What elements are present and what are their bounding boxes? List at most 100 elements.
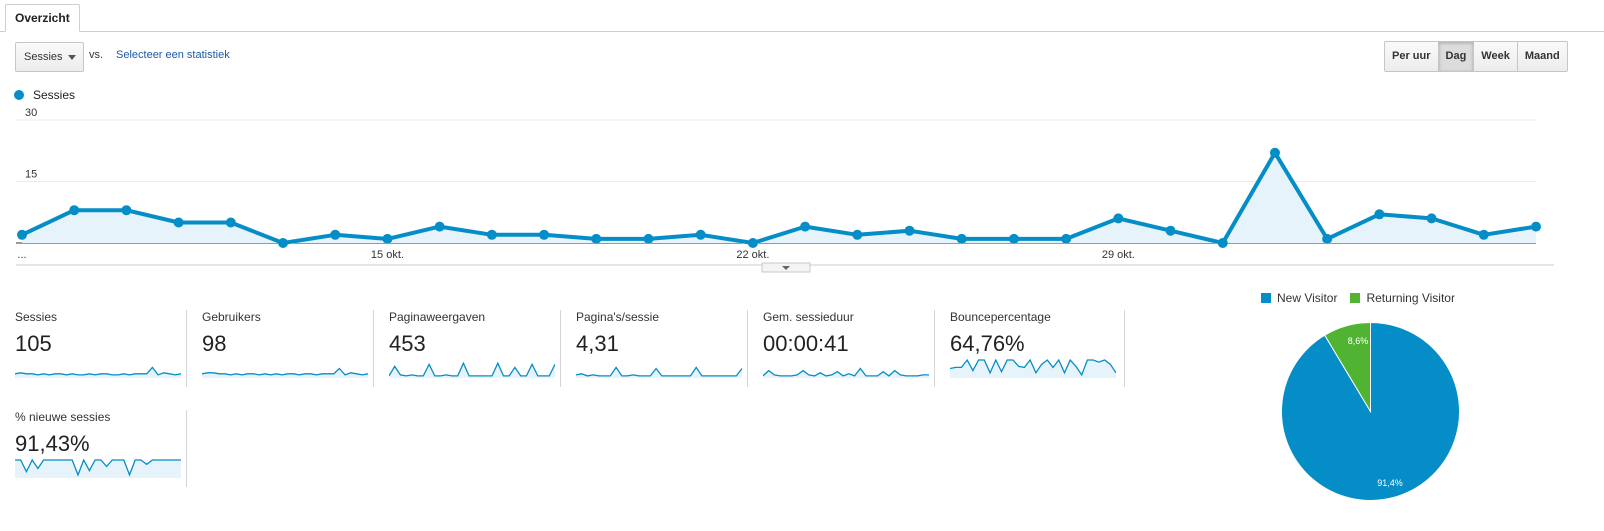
swatch-returning-visitor (1350, 293, 1361, 303)
sparkline-fill (389, 363, 555, 378)
chart-legend[interactable]: Sessies (14, 88, 75, 102)
chevron-down-icon (782, 266, 790, 270)
data-point[interactable] (330, 229, 341, 240)
data-point[interactable] (434, 221, 445, 232)
scorecard-label: Gem. sessieduur (763, 310, 854, 324)
data-point[interactable] (1061, 233, 1072, 244)
scorecard-label: Paginaweergaven (389, 310, 486, 324)
data-point[interactable] (643, 233, 654, 244)
scorecard-sparkline (15, 366, 181, 378)
data-point[interactable] (695, 229, 706, 240)
tab-bar: Overzicht (0, 0, 1604, 32)
x-tick-label: 22 okt. (736, 249, 769, 261)
pie-label-returning-visitor: 8,6% (1348, 336, 1369, 346)
sparkline-line (389, 361, 555, 377)
chart-series-line (21, 150, 1537, 245)
data-point[interactable] (800, 221, 811, 232)
scorecard-value: 98 (202, 331, 227, 356)
y-tick-label: 30 (25, 107, 37, 119)
vs-label: vs. (89, 49, 104, 61)
scorecard-sparkline (763, 367, 929, 378)
metric-select[interactable]: Sessies (15, 42, 84, 72)
sparkline-line (950, 358, 1116, 377)
scorecard-value: 105 (15, 331, 52, 356)
x-tick-label: 15 okt. (371, 249, 404, 261)
scorecard-label: % nieuwe sessies (15, 410, 111, 424)
scorecard-new-sessions-pct[interactable]: % nieuwe sessies 91,43% (0, 410, 187, 487)
scorecard-pages-per-session[interactable]: Pagina's/sessie 4,31 (561, 310, 748, 387)
data-point[interactable] (278, 238, 289, 248)
data-point[interactable] (1478, 229, 1489, 240)
data-point[interactable] (173, 217, 184, 228)
scorecard-sparkline (950, 358, 1116, 378)
scorecard-sessions[interactable]: Sessies 105 (0, 310, 187, 387)
period-day-button[interactable]: Dag (1437, 42, 1474, 71)
data-point[interactable] (1374, 209, 1385, 220)
x-tick-label: 29 okt. (1102, 249, 1135, 261)
legend-label-sessies: Sessies (33, 88, 76, 102)
period-toggle: Per uur Dag Week Maand (1384, 41, 1568, 72)
data-point[interactable] (382, 233, 393, 244)
data-point[interactable] (591, 233, 602, 244)
data-point[interactable] (1165, 225, 1176, 236)
data-point[interactable] (1217, 238, 1228, 248)
data-point[interactable] (1269, 147, 1280, 158)
data-point[interactable] (17, 229, 27, 240)
sessions-line-chart[interactable]: 30 15 ... 15 okt. 22 okt. 29 okt. (0, 105, 1604, 275)
scorecard-sparkline (15, 458, 181, 478)
sparkline-line (15, 366, 181, 376)
scorecard-value: 00:00:41 (763, 331, 849, 356)
y-tick-label: 15 (25, 169, 37, 181)
data-point[interactable] (852, 229, 863, 240)
pie-legend-item-new[interactable]: New Visitor (1261, 291, 1337, 305)
series-dot-icon (14, 90, 24, 100)
scorecard-users[interactable]: Gebruikers 98 (187, 310, 374, 387)
pie-label-new-visitor: 91,4% (1377, 478, 1403, 488)
scorecard-label: Bouncepercentage (950, 310, 1051, 324)
data-point[interactable] (1322, 233, 1333, 244)
data-point[interactable] (1008, 233, 1019, 244)
sparkline-line (15, 458, 181, 477)
scorecard-value: 64,76% (950, 331, 1025, 356)
period-month-button[interactable]: Maand (1516, 42, 1567, 71)
data-point[interactable] (486, 229, 497, 240)
sparkline-line (576, 366, 742, 377)
chevron-down-icon (68, 55, 76, 60)
scorecard-label: Sessies (15, 310, 58, 324)
data-point[interactable] (225, 217, 236, 228)
pie-legend: New Visitor Returning Visitor (1261, 291, 1468, 305)
scorecard-value: 453 (389, 331, 426, 356)
scorecard-pageviews[interactable]: Paginaweergaven 453 (374, 310, 561, 387)
period-hour-button[interactable]: Per uur (1385, 42, 1438, 71)
sparkline-line (763, 367, 929, 377)
compare-metric-link[interactable]: Selecteer een statistiek (116, 49, 230, 61)
x-tick-label: ... (17, 249, 26, 261)
data-point[interactable] (121, 205, 132, 216)
scorecard-sparkline (202, 367, 368, 378)
sparkline-line (202, 367, 368, 376)
visitor-type-pie-chart[interactable]: 91,4% 8,6% (1280, 321, 1461, 502)
data-point[interactable] (69, 205, 80, 216)
pie-slice-returning-visitor[interactable] (1324, 321, 1371, 414)
sparkline-fill (15, 367, 181, 378)
sparkline-fill (15, 460, 181, 478)
data-point[interactable] (1531, 221, 1541, 232)
data-point[interactable] (1113, 213, 1124, 224)
period-week-button[interactable]: Week (1473, 42, 1517, 71)
data-point[interactable] (1426, 213, 1437, 224)
scorecard-sparkline (389, 361, 555, 378)
data-point[interactable] (747, 238, 758, 248)
data-point[interactable] (956, 233, 967, 244)
scorecard-bounce-rate[interactable]: Bouncepercentage 64,76% (935, 310, 1125, 387)
swatch-new-visitor (1261, 293, 1271, 303)
pie-legend-label: New Visitor (1277, 291, 1338, 305)
data-point[interactable] (904, 225, 915, 236)
pie-legend-item-returning[interactable]: Returning Visitor (1350, 291, 1455, 305)
data-point[interactable] (539, 229, 550, 240)
scorecard-label: Gebruikers (202, 310, 261, 324)
sparkline-fill (202, 368, 368, 378)
scorecard-value: 91,43% (15, 431, 90, 456)
tab-overzicht[interactable]: Overzicht (5, 4, 80, 32)
scorecard-avg-session-duration[interactable]: Gem. sessieduur 00:00:41 (748, 310, 935, 387)
scorecard-value: 4,31 (576, 331, 619, 356)
